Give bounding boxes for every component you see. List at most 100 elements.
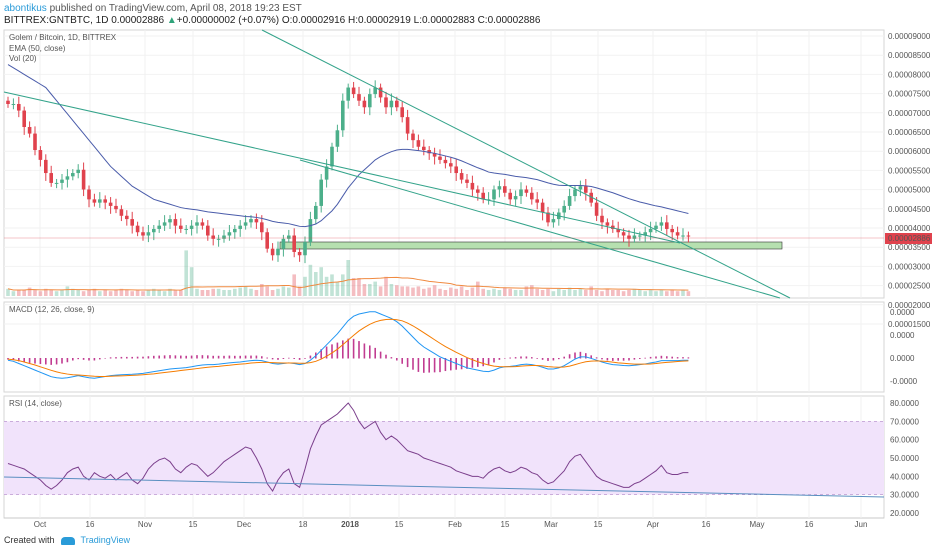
- volume-bar: [130, 291, 134, 296]
- rsi-band: [4, 421, 884, 495]
- macd-histogram-bar: [244, 355, 247, 359]
- volume-bar: [184, 250, 188, 296]
- macd-histogram-bar: [320, 349, 322, 359]
- volume-bar: [287, 287, 291, 296]
- macd-histogram-bar: [207, 355, 209, 359]
- candle-body: [562, 205, 566, 213]
- macd-histogram-bar: [390, 357, 393, 359]
- candle-body: [108, 202, 113, 206]
- macd-histogram-bar: [595, 357, 598, 359]
- rsi-tick-label: 60.0000: [890, 436, 919, 445]
- candle-body: [135, 225, 140, 233]
- candle-body: [38, 150, 43, 160]
- candle-body: [530, 192, 534, 200]
- volume-bar: [600, 291, 604, 296]
- macd-histogram-bar: [347, 338, 349, 359]
- macd-histogram-bar: [590, 355, 592, 359]
- macd-histogram-bar: [568, 354, 571, 359]
- volume-bar: [6, 288, 10, 296]
- candle-body: [351, 87, 356, 95]
- macd-histogram-bar: [298, 358, 301, 360]
- volume-bar: [621, 291, 626, 296]
- volume-bar: [216, 288, 221, 296]
- volume-bar: [11, 291, 16, 296]
- macd-histogram-bar: [196, 355, 198, 359]
- candle-body: [422, 146, 426, 151]
- price-tick-label: 0.00006000: [888, 147, 931, 156]
- volume-bar: [589, 286, 593, 296]
- volume-bar: [427, 287, 431, 296]
- volume-bar: [168, 288, 172, 296]
- macd-histogram-bar: [72, 358, 74, 361]
- x-tick-label: 15: [189, 520, 198, 529]
- volume-bar: [243, 286, 248, 296]
- volume-bar: [44, 288, 48, 296]
- macd-histogram-bar: [88, 358, 90, 361]
- candle-body: [179, 225, 183, 229]
- macd-histogram-bar: [385, 354, 387, 359]
- macd-histogram-bar: [460, 358, 463, 370]
- candle-body: [400, 107, 404, 118]
- volume-bar: [432, 285, 437, 296]
- candle-body: [76, 169, 80, 174]
- macd-histogram-bar: [574, 352, 576, 359]
- macd-histogram-bar: [601, 358, 603, 360]
- candle-body: [503, 186, 507, 193]
- price-tick-label: 0.00003000: [888, 262, 931, 271]
- volume-legend: Vol (20): [9, 54, 37, 63]
- footer: Created with TradingView: [4, 535, 130, 545]
- x-tick-label: 15: [501, 520, 510, 529]
- macd-histogram-bar: [579, 351, 582, 359]
- ohlc-text: O:0.00002916 H:0.00002919 L:0.00002883 C…: [281, 15, 541, 26]
- volume-bar: [76, 290, 80, 296]
- candle-body: [308, 219, 313, 243]
- macd-histogram-bar: [471, 358, 474, 368]
- volume-bar: [65, 286, 70, 296]
- candle-body: [567, 196, 572, 206]
- volume-bar: [162, 291, 167, 296]
- volume-bar: [605, 288, 610, 296]
- candle-body: [270, 248, 275, 256]
- candle-body: [292, 235, 296, 252]
- tradingview-link[interactable]: TradingView: [80, 535, 131, 545]
- candle-body: [643, 232, 647, 236]
- macd-histogram-bar: [536, 358, 538, 359]
- candle-body: [254, 219, 259, 223]
- candle-body: [389, 100, 394, 108]
- candle-body: [443, 159, 448, 164]
- trendline-middle: [3, 91, 681, 244]
- volume-bar: [22, 290, 26, 296]
- trendline-upper: [261, 29, 791, 299]
- macd-histogram-bar: [180, 355, 182, 359]
- macd-histogram-bar: [628, 358, 630, 361]
- author-link[interactable]: abontikus: [4, 3, 47, 14]
- volume-bar: [540, 290, 545, 296]
- macd-histogram-bar: [358, 341, 360, 359]
- macd-histogram-bar: [185, 355, 187, 359]
- volume-bar: [632, 288, 637, 296]
- candle-body: [206, 225, 210, 236]
- rsi-tick-label: 30.0000: [890, 491, 919, 500]
- macd-histogram-bar: [55, 358, 58, 365]
- macd-histogram-bar: [660, 355, 663, 359]
- x-tick-label: 16: [86, 520, 95, 529]
- volume-bar: [567, 287, 572, 296]
- macd-histogram-bar: [666, 356, 668, 359]
- macd-line: [7, 311, 689, 379]
- candle-body: [125, 215, 129, 220]
- x-tick-label: Apr: [647, 520, 660, 529]
- macd-histogram-bar: [201, 355, 204, 359]
- macd-histogram-bar: [352, 338, 355, 359]
- volume-bar: [648, 290, 653, 296]
- macd-histogram-bar: [158, 355, 160, 359]
- candle-body: [54, 182, 59, 184]
- volume-bar: [38, 291, 43, 296]
- macd-histogram-bar: [39, 358, 42, 364]
- volume-bar: [438, 288, 442, 296]
- candle-body: [87, 189, 91, 200]
- candle-body: [540, 202, 545, 213]
- macd-histogram-bar: [50, 358, 52, 365]
- candle-body: [319, 179, 323, 206]
- macd-histogram-bar: [520, 356, 522, 359]
